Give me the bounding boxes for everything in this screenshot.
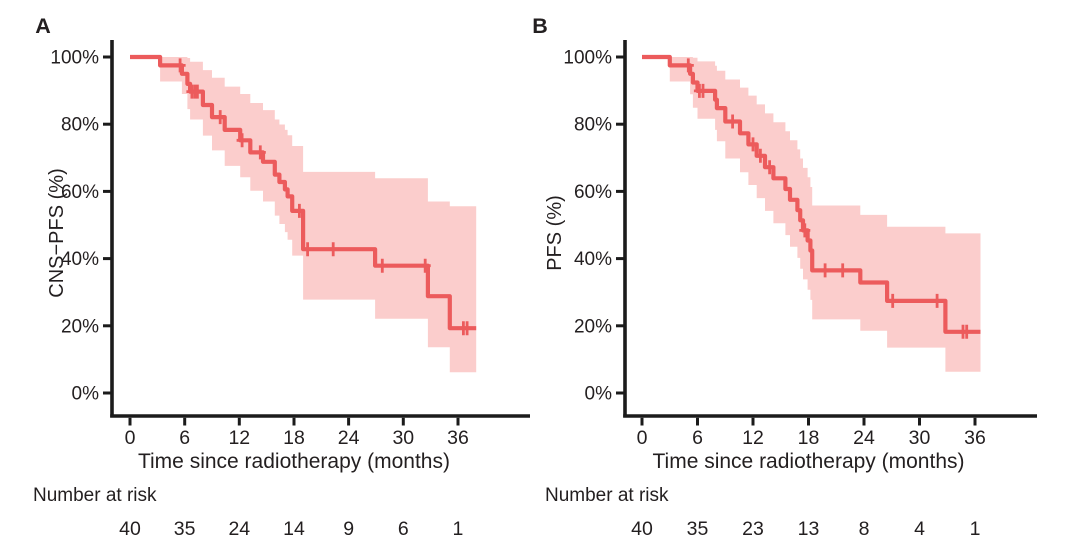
risk-table-header: Number at risk — [33, 485, 157, 506]
risk-count: 14 — [283, 518, 305, 540]
y-tick-label: 80% — [61, 115, 99, 136]
censor-mark — [254, 145, 266, 160]
y-tick-label: 0% — [72, 384, 100, 405]
y-tick-label: 60% — [574, 182, 612, 203]
x-tick-label: 30 — [909, 427, 931, 449]
risk-count: 40 — [631, 518, 653, 540]
risk-count: 24 — [228, 518, 250, 540]
censor-mark — [327, 242, 339, 257]
risk-count: 13 — [798, 518, 820, 540]
censor-mark — [697, 83, 709, 98]
censor-mark — [174, 58, 186, 73]
x-tick-label: 0 — [125, 427, 136, 449]
risk-count: 23 — [742, 518, 764, 540]
x-tick-label: 18 — [283, 427, 305, 449]
panel-letter: B — [532, 14, 548, 38]
risk-count: 40 — [119, 518, 141, 540]
y-axis-title: PFS (%) — [544, 195, 566, 271]
censor-mark — [837, 263, 849, 278]
censor-mark — [747, 137, 759, 152]
x-tick-label: 36 — [964, 427, 986, 449]
y-tick-label: 0% — [585, 384, 613, 405]
censor-mark — [376, 258, 388, 273]
censor-mark — [727, 114, 739, 129]
y-tick-label: 20% — [574, 316, 612, 337]
survival-curve — [130, 54, 477, 331]
x-tick-label: 18 — [798, 427, 820, 449]
risk-count: 1 — [453, 518, 464, 540]
risk-count: 6 — [398, 518, 409, 540]
x-tick-label: 6 — [179, 427, 190, 449]
x-tick-label: 36 — [447, 427, 469, 449]
censor-mark — [754, 148, 766, 163]
censor-mark — [799, 223, 811, 238]
censor-mark — [214, 110, 226, 125]
censor-mark — [419, 258, 431, 273]
x-axis-title: Time since radiotherapy (months) — [652, 450, 964, 473]
x-tick-label: 0 — [637, 427, 648, 449]
risk-table-header: Number at risk — [545, 485, 669, 506]
x-tick-label: 30 — [392, 427, 414, 449]
y-tick-label: 40% — [61, 249, 99, 270]
x-tick-label: 12 — [228, 427, 250, 449]
censor-mark — [191, 84, 203, 99]
censor-mark — [887, 293, 899, 308]
censor-mark — [819, 263, 831, 278]
censor-mark — [302, 242, 314, 257]
y-tick-label: 20% — [61, 316, 99, 337]
censor-mark — [682, 58, 694, 73]
x-tick-label: 24 — [853, 427, 875, 449]
risk-count: 35 — [174, 518, 196, 540]
risk-count: 35 — [687, 518, 709, 540]
y-tick-label: 100% — [50, 48, 99, 69]
x-tick-label: 24 — [338, 427, 360, 449]
risk-count: 1 — [970, 518, 981, 540]
panel-letter: A — [35, 14, 51, 38]
risk-count: 4 — [914, 518, 925, 540]
y-tick-label: 100% — [563, 48, 612, 69]
y-tick-label: 60% — [61, 182, 99, 203]
x-axis-title: Time since radiotherapy (months) — [138, 450, 450, 473]
x-tick-label: 6 — [692, 427, 703, 449]
censor-mark — [236, 133, 248, 148]
x-tick-label: 12 — [742, 427, 764, 449]
censor-mark — [931, 293, 943, 308]
y-tick-label: 80% — [574, 115, 612, 136]
risk-count: 8 — [859, 518, 870, 540]
censor-mark — [293, 203, 305, 218]
censor-mark — [961, 324, 973, 339]
censor-mark — [764, 160, 776, 175]
y-tick-label: 40% — [574, 249, 612, 270]
risk-count: 9 — [343, 518, 354, 540]
y-axis-title: CNS−PFS (%) — [46, 168, 68, 297]
censor-mark — [461, 321, 473, 336]
